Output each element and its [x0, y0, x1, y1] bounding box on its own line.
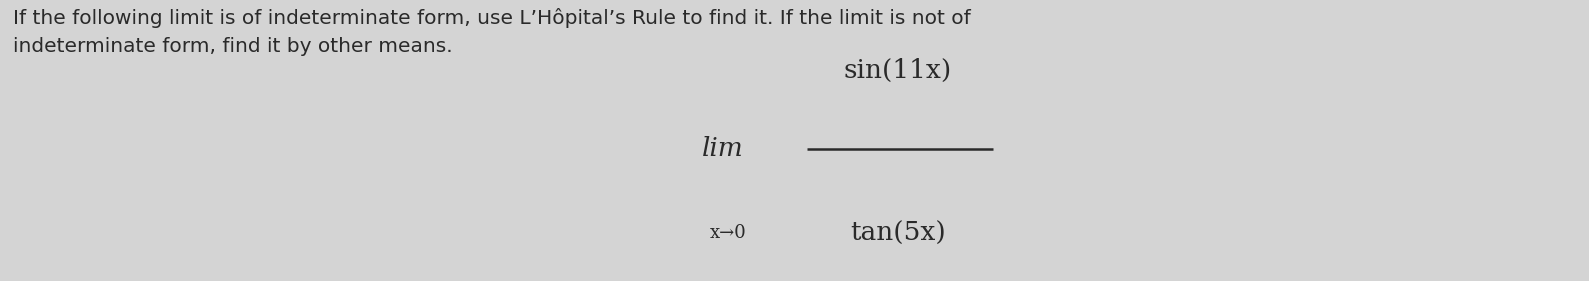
Text: sin(11x): sin(11x): [844, 58, 952, 83]
Text: x→0: x→0: [709, 224, 747, 242]
Text: lim: lim: [702, 137, 744, 161]
Text: If the following limit is of indeterminate form, use L’Hôpital’s Rule to find it: If the following limit is of indetermina…: [13, 8, 971, 56]
Text: tan(5x): tan(5x): [850, 221, 945, 246]
